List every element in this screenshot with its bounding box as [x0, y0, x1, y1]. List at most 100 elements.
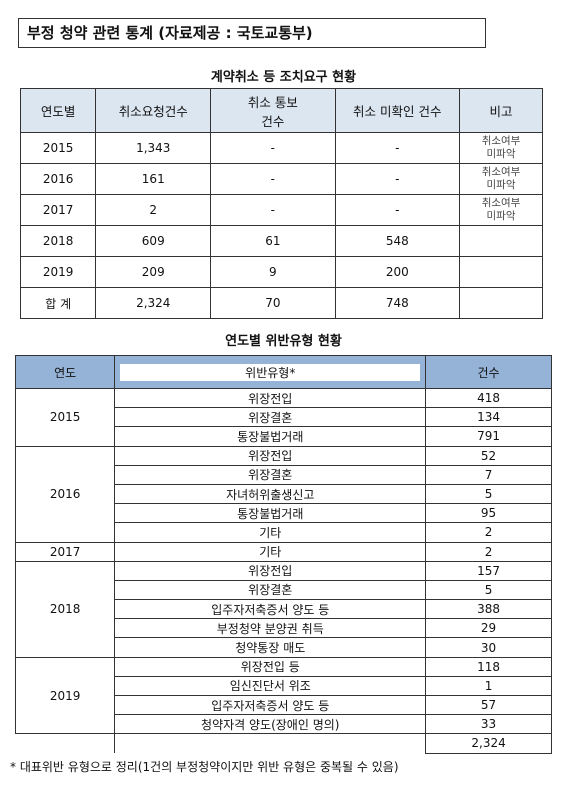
row: 자녀허위출생신고 5	[16, 483, 552, 505]
cell	[459, 287, 543, 319]
cell: 609	[95, 225, 212, 257]
header-cell: 취소요청건수	[95, 88, 212, 133]
type-cell: 위장전입	[114, 387, 427, 409]
row: 부정청약 분양권 취득 29	[16, 618, 552, 639]
header-cell: 취소 통보 건수	[210, 88, 336, 133]
cell: 취소여부 미파악	[459, 163, 543, 195]
cell: 2019	[19, 256, 97, 288]
count-cell: 7	[425, 464, 552, 485]
type-cell: 청약자격 양도(장애인 명의)	[114, 714, 427, 735]
type-cell: 위장전입 등	[114, 656, 427, 677]
type-cell: 통장불법거래	[114, 426, 427, 447]
year-cell: 2015	[14, 388, 116, 447]
type-cell: 청약통장 매도	[114, 637, 427, 658]
table-title: 계약취소 등 조치요구 현황	[210, 70, 357, 85]
total-cell: 2,324	[425, 733, 552, 754]
header-cell: 위반유형*	[114, 355, 427, 389]
type-cell: 기타	[114, 522, 427, 543]
type-cell: 위장결혼	[114, 407, 427, 428]
row: 2017 기타 2	[14, 541, 552, 562]
row: 입주자저축증서 양도 등 57	[16, 694, 552, 716]
year-cell: 2018	[14, 560, 116, 658]
cell: -	[334, 194, 461, 226]
type-cell: 입주자저축증서 양도 등	[114, 694, 427, 716]
count-cell: 157	[425, 560, 552, 581]
row: 2018 위장전입 157	[14, 560, 552, 658]
header-cell: 연도별	[19, 88, 97, 133]
row: 2016 161- - 취소여부 미파악	[19, 163, 543, 195]
cell: 548	[334, 225, 461, 257]
cell: 61	[210, 225, 336, 257]
row: 통장불법거래 95	[16, 503, 552, 524]
cell: 748	[334, 287, 461, 319]
page-title: 부정 청약 관련 통계 (자료제공 : 국토교통부)	[18, 18, 486, 48]
cell: -	[210, 163, 336, 195]
header-cell: 연도	[14, 355, 116, 389]
count-cell: 95	[425, 503, 552, 524]
count-cell: 134	[425, 407, 552, 428]
count-cell: 388	[425, 599, 552, 620]
type-cell: 부정청약 분양권 취득	[114, 618, 427, 639]
type-cell: 임신진단서 위조	[114, 675, 427, 697]
header-row: 연도 위반유형* 건수	[14, 355, 552, 389]
cell: 2018	[19, 225, 97, 257]
violation-table: 연도 위반유형* 건수 2015 위장전입 418 위장결혼 134 통장불법거래 791 2016…	[14, 355, 552, 754]
type-cell: 위장결혼	[114, 464, 427, 485]
type-cell: 위장전입	[114, 560, 427, 581]
cell	[15, 733, 116, 754]
count-cell: 791	[425, 426, 552, 447]
year-cell: 2019	[14, 656, 116, 735]
header-cell: 비고	[459, 88, 543, 133]
cell: 200	[334, 256, 461, 288]
count-cell: 418	[425, 387, 552, 409]
row: 통장불법거래 791	[16, 426, 552, 447]
row: 2018 609 61 548	[19, 225, 543, 257]
row: 합 계 2,324 70 748	[19, 287, 543, 319]
count-cell: 5	[425, 483, 552, 505]
count-cell: 30	[425, 637, 552, 658]
count-cell: 5	[425, 579, 552, 601]
cell: 161	[95, 163, 212, 195]
cell: 2016	[19, 163, 97, 195]
cell: 2	[95, 194, 212, 226]
cell: -	[334, 132, 461, 164]
row: 임신진단서 위조 1	[16, 675, 552, 697]
cancel-table: 연도별 취소요청건수 취소 통보 건수 취소 미확인 건수 비고 2015 1,343- - 취…	[19, 88, 543, 319]
header-text: 위반유형*	[120, 363, 421, 381]
cell: 취소여부 미파악	[459, 132, 543, 164]
count-cell: 2	[425, 522, 552, 543]
type-cell: 위장결혼	[114, 579, 427, 601]
cell: -	[210, 132, 336, 164]
row: 2015 위장전입 418	[14, 387, 552, 447]
cell: 합 계	[19, 287, 97, 319]
cell	[459, 256, 543, 288]
cell: 취소여부 미파악	[459, 194, 543, 226]
cell: -	[210, 194, 336, 226]
cell	[114, 733, 427, 754]
row: 위장결혼 7	[16, 464, 552, 485]
cell: 1,343	[95, 132, 212, 164]
cell: 9	[210, 256, 336, 288]
row: 위장결혼 134	[16, 407, 552, 428]
row: 위장결혼 5	[16, 579, 552, 601]
type-cell: 자녀허위출생신고	[114, 483, 427, 505]
row: 2015 1,343- - 취소여부 미파악	[19, 132, 543, 164]
count-cell: 1	[425, 675, 552, 697]
year-cell: 2017	[14, 541, 116, 562]
header-row: 연도별 취소요청건수 취소 통보 건수 취소 미확인 건수 비고	[19, 88, 543, 133]
total-row: 2,324	[15, 733, 552, 754]
type-cell: 통장불법거래	[114, 503, 427, 524]
cell: 2017	[19, 194, 97, 226]
cell: 209	[95, 256, 212, 288]
row: 청약통장 매도 30	[16, 637, 552, 658]
type-cell: 위장전입	[114, 445, 427, 466]
count-cell: 118	[425, 656, 552, 677]
row: 2017 2- - 취소여부 미파악	[19, 194, 543, 226]
table-title: 연도별 위반유형 현황	[225, 334, 342, 349]
row: 청약자격 양도(장애인 명의) 33	[16, 714, 552, 735]
type-cell: 기타	[114, 541, 427, 562]
header-cell: 취소 미확인 건수	[334, 88, 461, 133]
count-cell: 33	[425, 714, 552, 735]
cell: 2,324	[95, 287, 212, 319]
